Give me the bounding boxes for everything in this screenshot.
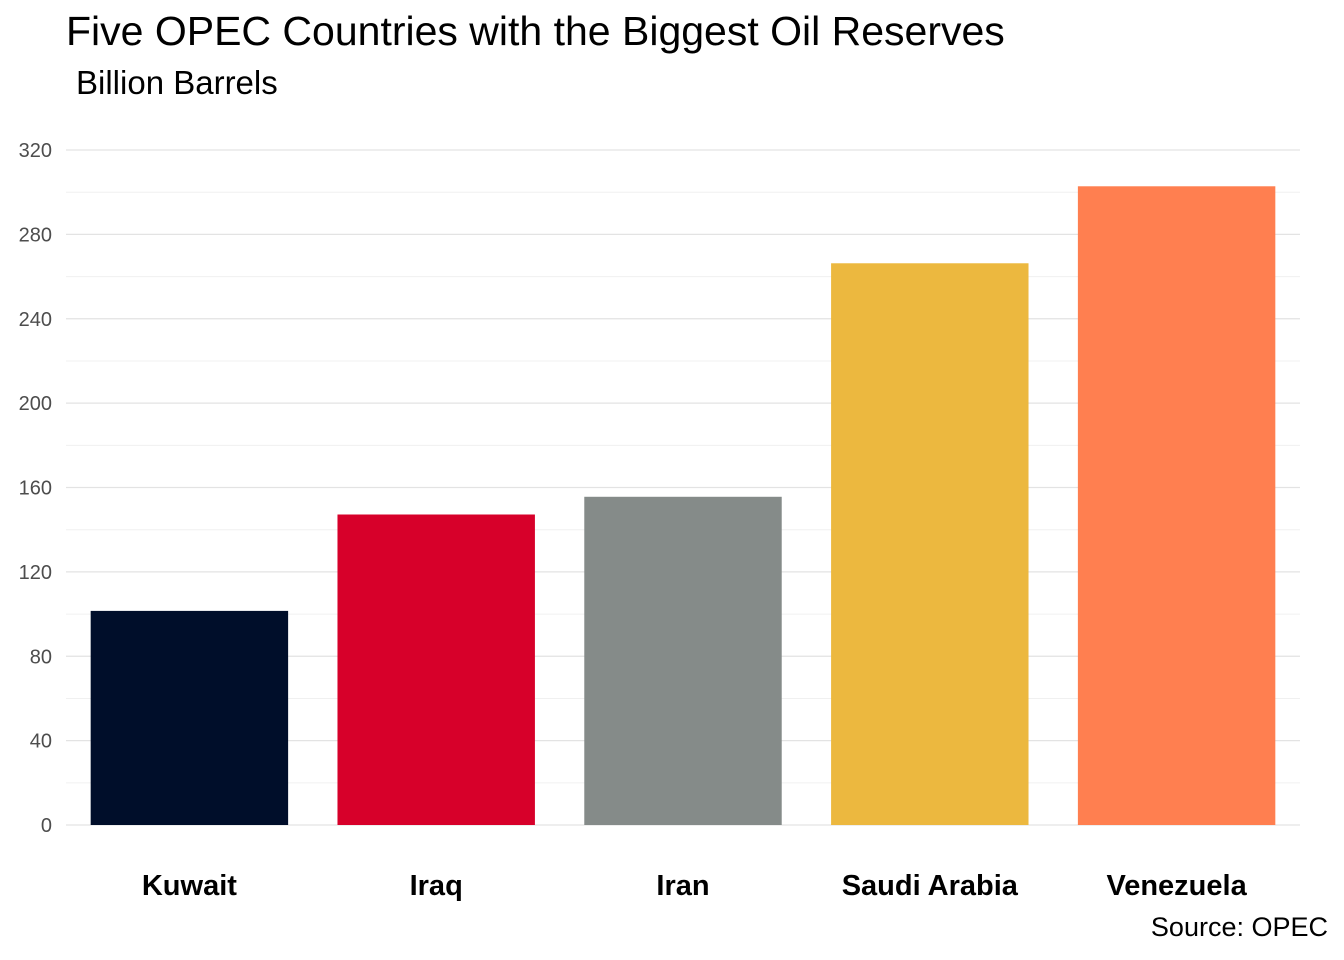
y-tick-label: 320 xyxy=(19,140,52,162)
x-tick-label: Venezuela xyxy=(1106,870,1247,902)
y-tick-label: 280 xyxy=(19,224,52,246)
bars xyxy=(90,186,1276,825)
chart-caption: Source: OPEC xyxy=(1150,912,1328,942)
y-axis: 0 40 80 120 160 200 240 280 320 xyxy=(19,140,52,837)
x-axis: Kuwait Iraq Iran Saudi Arabia Venezuela xyxy=(142,870,1248,902)
x-tick-label: Saudi Arabia xyxy=(842,870,1019,902)
y-tick-label: 120 xyxy=(19,562,52,584)
chart-title: Five OPEC Countries with the Biggest Oil… xyxy=(66,8,1005,54)
y-tick-label: 160 xyxy=(19,478,52,500)
y-tick-label: 200 xyxy=(19,393,52,415)
bar-saudi-arabia xyxy=(831,263,1029,825)
x-tick-label: Iraq xyxy=(410,870,463,902)
x-tick-label: Kuwait xyxy=(142,870,237,902)
y-tick-label: 80 xyxy=(30,646,52,668)
y-tick-label: 240 xyxy=(19,309,52,331)
y-tick-label: 0 xyxy=(41,815,52,837)
chart-subtitle: Billion Barrels xyxy=(76,64,278,101)
bar-venezuela xyxy=(1077,186,1276,825)
x-tick-label: Iran xyxy=(656,870,709,902)
bar-iraq xyxy=(337,514,535,825)
y-tick-label: 40 xyxy=(30,731,52,753)
bar-iran xyxy=(584,496,782,825)
bar-kuwait xyxy=(90,610,289,825)
